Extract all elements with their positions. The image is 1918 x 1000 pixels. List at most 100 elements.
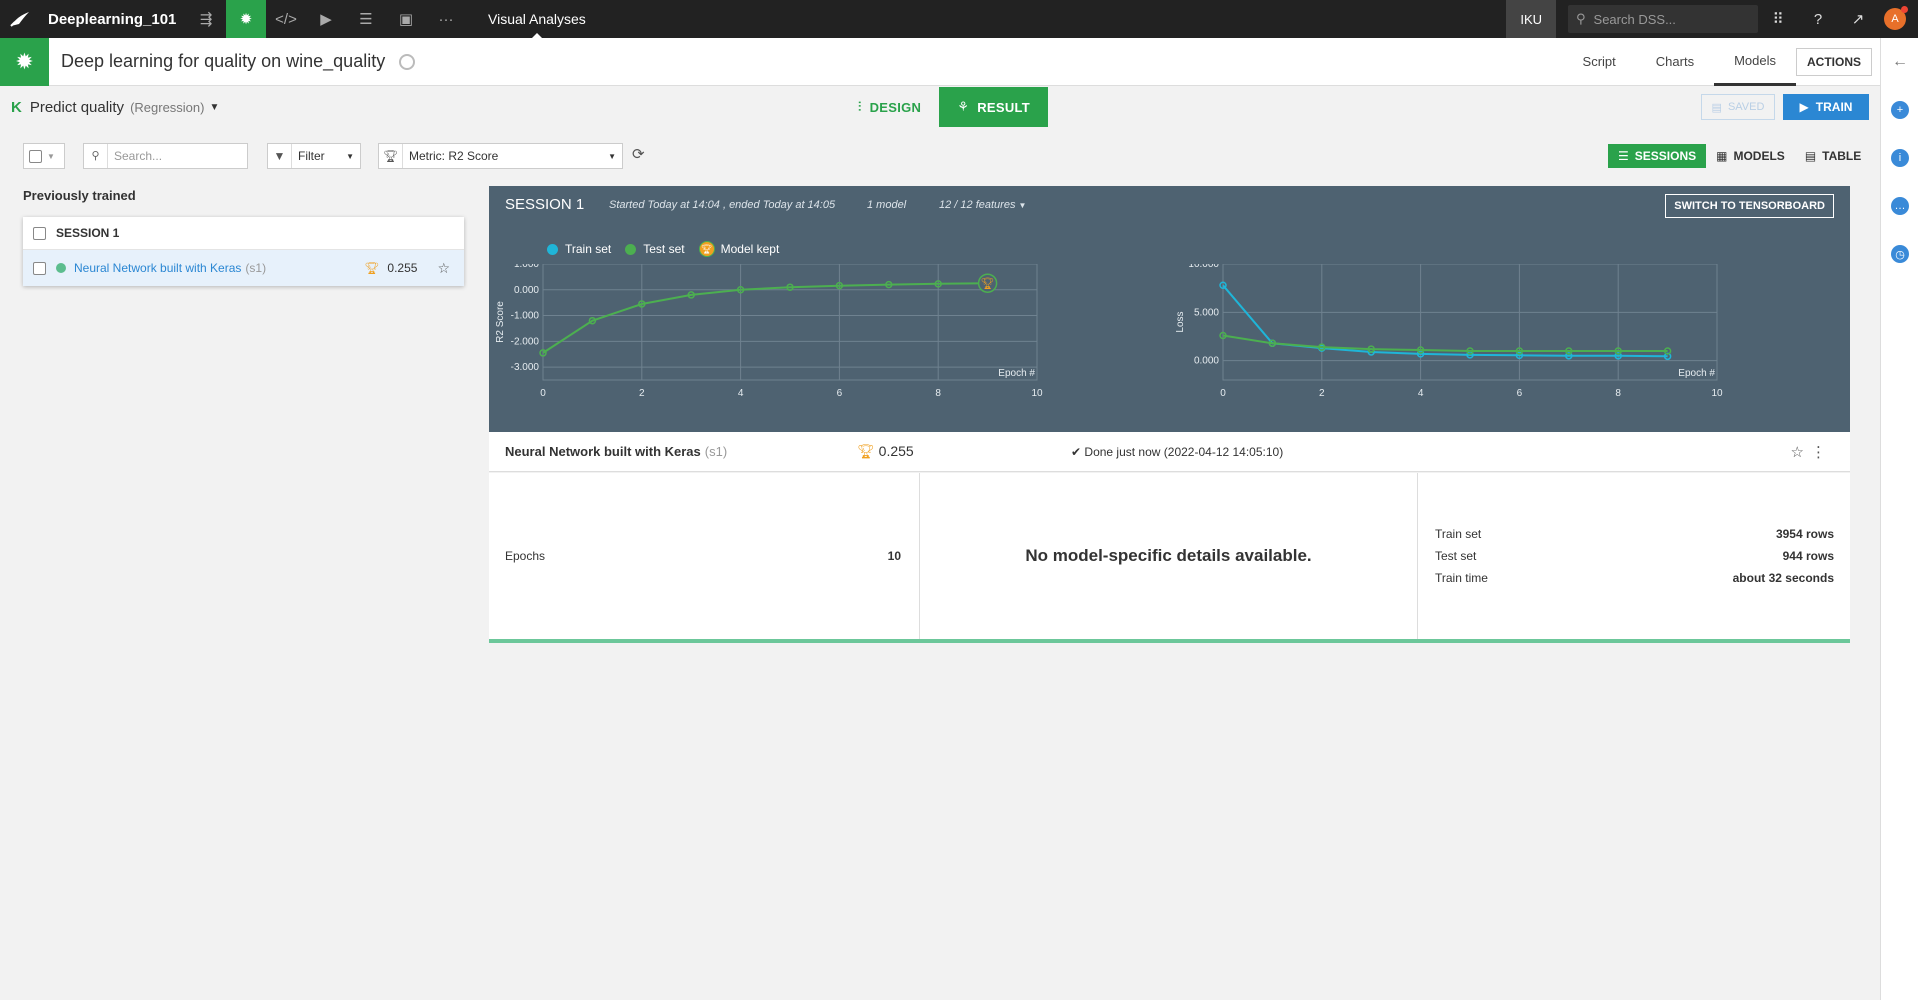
project-name[interactable]: Deeplearning_101	[48, 10, 177, 28]
code-icon[interactable]: </>	[275, 10, 297, 28]
chevron-down-icon: ▼	[47, 151, 55, 161]
y-axis-label: Loss	[1175, 311, 1186, 332]
task-name[interactable]: Predict quality	[29, 98, 125, 116]
search-input[interactable]: ⚲ Search...	[83, 143, 248, 169]
data-point	[588, 316, 597, 325]
y-tick-label: -1.000	[511, 311, 540, 322]
chevron-down-icon: ▼	[1018, 201, 1027, 210]
run-icon[interactable]: ▶	[320, 11, 332, 28]
stat-value: 944 rows	[1782, 549, 1834, 563]
trophy-icon: 🏆︎	[379, 144, 403, 168]
tab-script[interactable]: Script	[1582, 54, 1616, 69]
data-point	[539, 349, 547, 357]
data-point	[835, 281, 844, 290]
stat-value: 3954 rows	[1775, 527, 1834, 541]
save-icon: ▤	[1711, 101, 1722, 114]
result-tab[interactable]: ⚘ RESULT	[939, 87, 1049, 127]
more-icon[interactable]: ···	[438, 10, 454, 28]
task-type[interactable]: (Regression)	[130, 99, 205, 115]
data-point	[1565, 352, 1573, 360]
models-view-button[interactable]: ▦ MODELS	[1716, 149, 1785, 163]
select-all-dropdown[interactable]: ▼	[23, 143, 65, 169]
data-point	[1416, 346, 1425, 354]
star-icon[interactable]: ☆	[1790, 443, 1804, 461]
model-name[interactable]: Neural Network built with Keras	[505, 444, 701, 459]
filter-dropdown[interactable]: ▼ Filter ▼	[267, 143, 361, 169]
kebab-menu-icon[interactable]: ⋮	[1811, 443, 1826, 461]
model-row[interactable]: Neural Network built with Keras (s1) 🏆︎ …	[23, 250, 464, 286]
session-list: SESSION 1 Neural Network built with Kera…	[23, 217, 464, 286]
select-all-checkbox[interactable]	[29, 149, 42, 163]
x-tick-label: 8	[1615, 388, 1621, 399]
model-checkbox[interactable]	[33, 261, 46, 275]
y-tick-label: 1.000	[514, 264, 539, 270]
table-view-button[interactable]: ▤ TABLE	[1804, 149, 1862, 163]
model-link[interactable]: Neural Network built with Keras	[74, 261, 242, 275]
model-kept-marker	[977, 273, 998, 293]
x-tick-label: 10	[1031, 388, 1043, 399]
help-icon[interactable]: ?	[1813, 10, 1823, 28]
y-tick-label: 0.000	[514, 285, 539, 296]
session-checkbox[interactable]	[33, 226, 46, 240]
data-point	[1614, 347, 1622, 355]
data-point	[1219, 331, 1227, 340]
model-score: 0.255	[387, 261, 418, 275]
session-label: SESSION 1	[56, 226, 120, 240]
nav-title: Visual Analyses	[488, 0, 586, 38]
history-icon[interactable]: ◷	[1891, 245, 1909, 263]
switch-tensorboard-button[interactable]: SWITCH TO TENSORBOARD	[1665, 194, 1834, 218]
lab-icon[interactable]: ✹	[226, 0, 266, 38]
actions-button[interactable]: ACTIONS	[1796, 47, 1872, 76]
rail-slot: i	[1881, 134, 1918, 182]
x-tick-label: 8	[935, 388, 941, 399]
rail-slot: …	[1881, 182, 1918, 230]
session-title: SESSION 1	[505, 196, 585, 213]
metric-dropdown[interactable]: 🏆︎ Metric: R2 Score ▼	[378, 143, 623, 169]
filter-row: ▼ ⚲ Search... ▼ Filter ▼ 🏆︎ Metric: R2 S…	[0, 140, 1880, 172]
tab-models[interactable]: Models	[1714, 38, 1796, 86]
epochs-label: Epochs	[505, 549, 546, 563]
saved-button[interactable]: ▤ SAVED	[1701, 94, 1775, 120]
data-point	[1515, 351, 1524, 360]
design-tab[interactable]: ⫶ DESIGN	[858, 99, 922, 115]
data-point	[1466, 347, 1474, 355]
apps-grid-icon[interactable]: ⠿	[1772, 11, 1784, 28]
play-icon: ▶	[1799, 100, 1809, 114]
refresh-icon[interactable]: ⟳	[632, 146, 645, 163]
chevron-down-icon[interactable]: ▼	[209, 101, 220, 113]
plus-icon[interactable]: +	[1891, 101, 1909, 119]
activity-icon[interactable]: ↗	[1851, 11, 1865, 28]
design-icon: ⫶	[858, 99, 862, 114]
info-icon[interactable]	[399, 53, 416, 70]
model-suffix: (s1)	[245, 261, 267, 275]
global-search-input[interactable]: ⚲ Search DSS...	[1568, 5, 1758, 33]
tab-charts[interactable]: Charts	[1655, 54, 1695, 69]
x-tick-label: 6	[837, 388, 843, 399]
avatar[interactable]: A	[1884, 6, 1908, 30]
loss-chart: 0 2 4 6 8 10 10.000 5.000 0.000 Epoch # Loss	[1175, 264, 1723, 399]
dashboard-icon[interactable]: ▣	[398, 11, 414, 28]
series-line	[1222, 334, 1668, 352]
train-button[interactable]: ▶ TRAIN	[1783, 94, 1869, 120]
deploy-icon[interactable]: ☰	[359, 11, 373, 28]
star-icon[interactable]: ☆	[437, 259, 450, 276]
stat-row: Test set 944 rows	[1435, 545, 1834, 567]
dataiku-logo-icon[interactable]	[0, 0, 40, 38]
series-line	[542, 282, 988, 354]
flow-icon[interactable]: ⇶	[199, 11, 213, 28]
session-features[interactable]: 12 / 12 features ▼	[939, 199, 1027, 211]
page-title: Deep learning for quality on wine_qualit…	[61, 51, 386, 71]
notification-dot	[1901, 6, 1908, 13]
back-arrow-icon[interactable]: ←	[1892, 53, 1908, 70]
session-row[interactable]: SESSION 1	[23, 217, 464, 250]
chat-icon[interactable]: …	[1891, 197, 1909, 215]
info-icon[interactable]: i	[1891, 149, 1909, 167]
legend-test: Test set	[625, 242, 685, 256]
x-tick-label: 4	[1418, 388, 1424, 399]
filter-icon: ▼	[268, 144, 292, 168]
search-icon: ⚲	[1576, 11, 1586, 26]
x-tick-label: 0	[1220, 388, 1226, 399]
instance-badge[interactable]: IKU	[1506, 0, 1556, 38]
sessions-view-button[interactable]: ☰ SESSIONS	[1608, 144, 1707, 168]
task-bar: K Predict quality (Regression) ▼ ⫶ DESIGN…	[0, 87, 1880, 127]
